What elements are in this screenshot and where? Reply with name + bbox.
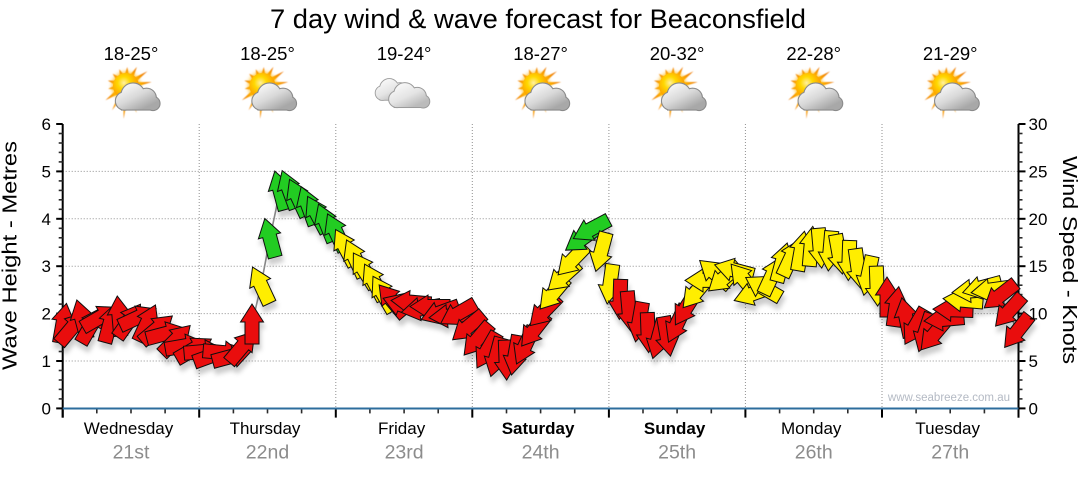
svg-text:2: 2	[42, 305, 51, 324]
svg-text:4: 4	[42, 210, 51, 229]
svg-text:27th: 27th	[931, 442, 969, 464]
svg-text:1: 1	[42, 352, 51, 371]
svg-text:21-29°: 21-29°	[923, 43, 978, 64]
svg-text:25th: 25th	[658, 442, 696, 464]
svg-text:26th: 26th	[795, 442, 833, 464]
svg-text:Monday: Monday	[781, 419, 842, 438]
svg-text:18-25°: 18-25°	[104, 43, 159, 64]
svg-text:30: 30	[1029, 115, 1048, 134]
svg-text:Thursday: Thursday	[230, 419, 301, 438]
svg-text:22-28°: 22-28°	[786, 43, 841, 64]
svg-text:0: 0	[1029, 399, 1038, 418]
svg-text:20: 20	[1029, 210, 1048, 229]
svg-text:21st: 21st	[113, 442, 150, 464]
svg-text:18-27°: 18-27°	[513, 43, 568, 64]
svg-text:Wave Height - Metres: Wave Height - Metres	[0, 141, 22, 370]
svg-text:Tuesday: Tuesday	[915, 419, 980, 438]
svg-text:Sunday: Sunday	[644, 419, 706, 438]
svg-text:www.seabreeze.com.au: www.seabreeze.com.au	[887, 392, 1010, 404]
svg-text:15: 15	[1029, 257, 1048, 276]
svg-text:Friday: Friday	[378, 419, 426, 438]
svg-text:Saturday: Saturday	[502, 419, 575, 438]
svg-text:24th: 24th	[522, 442, 560, 464]
svg-text:10: 10	[1029, 305, 1048, 324]
svg-text:3: 3	[42, 257, 51, 276]
svg-text:6: 6	[42, 115, 51, 134]
svg-text:20-32°: 20-32°	[650, 43, 705, 64]
svg-text:Wednesday: Wednesday	[84, 419, 174, 438]
svg-text:23rd: 23rd	[385, 442, 424, 464]
svg-text:25: 25	[1029, 162, 1048, 181]
svg-text:0: 0	[42, 399, 51, 418]
svg-text:5: 5	[1029, 352, 1038, 371]
svg-text:18-25°: 18-25°	[240, 43, 295, 64]
svg-text:22nd: 22nd	[246, 442, 289, 464]
svg-text:19-24°: 19-24°	[377, 43, 432, 64]
svg-text:Wind Speed - Knots: Wind Speed - Knots	[1058, 156, 1080, 364]
svg-text:5: 5	[42, 162, 51, 181]
svg-text:7 day wind & wave forecast for: 7 day wind & wave forecast for Beaconsfi…	[270, 4, 806, 34]
